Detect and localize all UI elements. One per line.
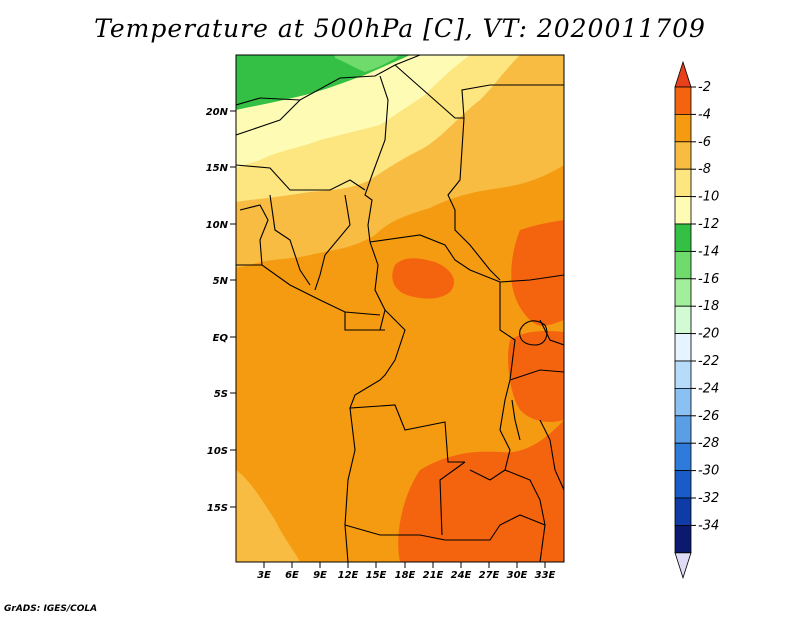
- colorbar-box: [674, 141, 692, 170]
- lon-label: 30E: [507, 570, 528, 581]
- field-band-4-2-se: [508, 330, 564, 422]
- field-band-4-2-east: [511, 220, 564, 326]
- colorbar-box: [674, 196, 692, 225]
- map-title: Temperature at 500hPa [C], VT: 202001170…: [94, 14, 706, 43]
- lon-label: 27E: [479, 570, 500, 581]
- colorbar-labels: -2 -4 -6 -8 -10 -12 -14 -16 -18 -20 -22 -24 -26 -28 -3…: [691, 80, 719, 533]
- colorbar-label: -14: [698, 244, 719, 259]
- lon-label: 12E: [338, 570, 359, 581]
- colorbar-box: [674, 415, 692, 444]
- colorbar-box: [674, 114, 692, 143]
- lat-axis: [230, 110, 236, 508]
- colorbar-box: [674, 525, 692, 554]
- colorbar-label: -6: [698, 135, 711, 150]
- colorbar-label: -16: [698, 272, 719, 287]
- lat-label: 5N: [213, 276, 229, 287]
- lat-label: 20N: [206, 107, 229, 118]
- lat-label: 10S: [207, 446, 228, 457]
- temperature-field: [236, 55, 564, 562]
- colorbar-box: [674, 86, 692, 115]
- field-band-sw-8: [236, 470, 300, 562]
- lat-label: 10N: [206, 220, 229, 231]
- colorbar-label: -10: [698, 190, 719, 205]
- field-band-4-2-central: [392, 258, 455, 299]
- lon-label: 15E: [366, 570, 387, 581]
- colorbar-box: [674, 442, 692, 472]
- lon-label: 6E: [285, 570, 299, 581]
- colorbar-label: -32: [698, 491, 719, 506]
- colorbar-label: -34: [698, 518, 719, 533]
- colorbar-label: -4: [698, 107, 711, 122]
- colorbar-box: [674, 497, 692, 526]
- lon-label: 3E: [257, 570, 271, 581]
- colorbar-label: -12: [698, 217, 719, 232]
- colorbar-box: [674, 333, 692, 362]
- colorbar-box: [674, 387, 692, 417]
- lon-label: 21E: [423, 570, 444, 581]
- colorbar-label: -28: [698, 436, 719, 451]
- colorbar-box: [674, 223, 692, 252]
- colorbar-label: -8: [698, 162, 711, 177]
- colorbar-box: [674, 250, 692, 280]
- country-borders: [236, 55, 564, 562]
- lat-label: 15N: [206, 163, 229, 174]
- colorbar-box: [674, 278, 692, 307]
- lon-axis: [263, 562, 546, 568]
- colorbar-box: [674, 168, 692, 197]
- colorbar-label: -24: [698, 381, 719, 396]
- colorbar-top-triangle: [674, 60, 692, 88]
- lat-label: EQ: [213, 333, 229, 344]
- colorbar-box: [674, 470, 692, 499]
- lon-label: 33E: [535, 570, 556, 581]
- plot-frame: [235, 54, 565, 563]
- colorbar-label: -26: [698, 409, 719, 424]
- field-band-4-2-south: [398, 420, 564, 562]
- colorbar: [674, 60, 692, 580]
- colorbar-label: -2: [698, 80, 711, 95]
- lon-label: 18E: [395, 570, 416, 581]
- credit-label: GrADS: IGES/COLA: [4, 604, 98, 614]
- colorbar-box: [674, 305, 692, 335]
- lat-label: 5S: [214, 389, 228, 400]
- colorbar-label: -20: [698, 327, 719, 342]
- field-band-16-14: [335, 55, 400, 72]
- lon-label: 24E: [451, 570, 472, 581]
- colorbar-label: -30: [698, 464, 719, 479]
- colorbar-label: -22: [698, 354, 719, 369]
- colorbar-box: [674, 360, 692, 389]
- colorbar-bottom-triangle: [674, 552, 692, 580]
- lat-label: 15S: [207, 503, 228, 514]
- lon-label: 9E: [313, 570, 327, 581]
- colorbar-label: -18: [698, 299, 719, 314]
